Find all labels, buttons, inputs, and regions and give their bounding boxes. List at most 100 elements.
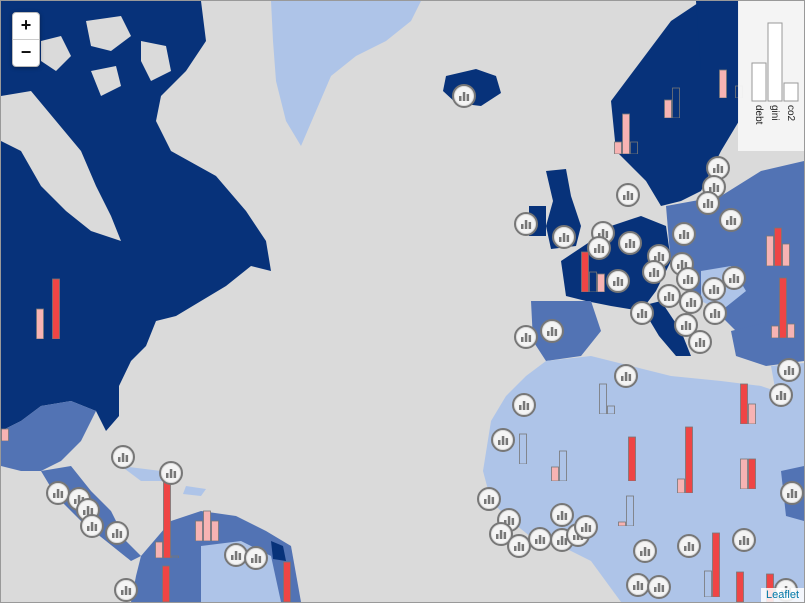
bar-chart-icon[interactable] xyxy=(46,481,70,505)
bar-gini xyxy=(774,227,782,266)
bar-gini xyxy=(559,450,567,481)
zoom-out-button[interactable]: − xyxy=(13,39,39,66)
bar-chart-icon[interactable] xyxy=(514,212,538,236)
legend-bar-co2 xyxy=(783,82,799,102)
bar-chart-icon[interactable] xyxy=(719,208,743,232)
bar-chart-icon[interactable] xyxy=(647,575,671,599)
bar-chart-icon[interactable] xyxy=(616,183,640,207)
bar-chart-icon[interactable] xyxy=(528,527,552,551)
country-bar-chart[interactable] xyxy=(195,461,221,541)
bar-chart-icon[interactable] xyxy=(657,284,681,308)
bar-gini xyxy=(162,565,170,602)
bar-gini xyxy=(519,433,527,464)
bar-chart-icon[interactable] xyxy=(696,191,720,215)
bar-chart-icon[interactable] xyxy=(688,330,712,354)
bar-debt xyxy=(155,541,163,558)
bar-co2 xyxy=(211,520,219,541)
bar-co2 xyxy=(597,273,605,292)
bar-gini xyxy=(599,383,607,414)
bar-chart-icon[interactable] xyxy=(552,225,576,249)
bar-chart-icon[interactable] xyxy=(769,383,793,407)
bar-gini xyxy=(626,495,634,526)
country-bar-chart[interactable] xyxy=(511,384,537,464)
bar-chart-icon[interactable] xyxy=(587,236,611,260)
bar-chart-icon[interactable] xyxy=(618,231,642,255)
bar-chart-icon[interactable] xyxy=(507,534,531,558)
bar-chart-icon[interactable] xyxy=(111,445,135,469)
bar-chart-icon[interactable] xyxy=(540,319,564,343)
bar-chart-icon[interactable] xyxy=(159,461,183,485)
country-bar-chart[interactable] xyxy=(614,74,640,154)
bar-co2 xyxy=(630,141,638,154)
bar-chart-icon[interactable] xyxy=(630,301,654,325)
bar-chart-icon[interactable] xyxy=(80,514,104,538)
country-bar-chart[interactable] xyxy=(551,401,577,481)
bar-gini xyxy=(712,532,720,597)
bar-chart-icon[interactable] xyxy=(722,266,746,290)
bar-gini xyxy=(779,277,787,338)
bar-chart-icon[interactable] xyxy=(676,267,700,291)
bar-chart-icon[interactable] xyxy=(606,269,630,293)
bar-debt xyxy=(614,141,622,154)
bar-chart-icon[interactable] xyxy=(780,481,804,505)
bar-debt xyxy=(704,570,712,597)
legend-label-co2: co2 xyxy=(785,105,796,122)
bar-co2 xyxy=(787,323,795,338)
bar-chart-icon[interactable] xyxy=(777,358,801,382)
bar-chart-icon[interactable] xyxy=(614,364,638,388)
country-bar-chart[interactable] xyxy=(677,413,703,493)
bar-gini xyxy=(685,426,693,493)
country-bar-chart[interactable] xyxy=(275,522,301,602)
country-bar-chart[interactable] xyxy=(36,259,62,339)
bar-chart-icon[interactable] xyxy=(514,325,538,349)
country-bar-chart[interactable] xyxy=(736,522,762,602)
bar-co2 xyxy=(782,243,790,266)
bar-chart-icon[interactable] xyxy=(491,428,515,452)
bar-chart-icon[interactable] xyxy=(672,222,696,246)
country-bar-chart[interactable] xyxy=(664,38,690,118)
bar-chart-icon[interactable] xyxy=(732,528,756,552)
country-bar-chart[interactable] xyxy=(591,334,617,414)
bar-chart-icon[interactable] xyxy=(633,539,657,563)
country-bar-chart[interactable] xyxy=(771,258,797,338)
attribution-link[interactable]: Leaflet xyxy=(760,588,804,602)
bar-debt xyxy=(771,325,779,338)
bar-chart-icon[interactable] xyxy=(677,534,701,558)
bar-debt xyxy=(551,466,559,481)
bar-debt xyxy=(1,428,9,441)
country-bar-chart[interactable] xyxy=(766,186,792,266)
bar-chart-icon[interactable] xyxy=(679,290,703,314)
bar-chart-icon[interactable] xyxy=(703,301,727,325)
bar-chart-icon[interactable] xyxy=(512,393,536,417)
legend-bar-gini xyxy=(767,22,783,102)
country-bar-chart[interactable] xyxy=(1,361,27,441)
country-bar-chart[interactable] xyxy=(618,446,644,526)
bar-chart-icon[interactable] xyxy=(452,84,476,108)
bar-chart-icon[interactable] xyxy=(244,546,268,570)
bar-co2 xyxy=(607,405,615,414)
bar-debt xyxy=(740,458,748,489)
bar-chart-icon[interactable] xyxy=(574,515,598,539)
bar-gini xyxy=(203,510,211,541)
country-bar-chart[interactable] xyxy=(581,212,607,292)
legend: debt gini co2 xyxy=(738,1,804,151)
country-bar-chart[interactable] xyxy=(740,344,766,424)
country-bar-chart[interactable] xyxy=(704,517,730,597)
bar-chart-icon[interactable] xyxy=(642,260,666,284)
country-bar-chart[interactable] xyxy=(740,409,766,489)
country-bar-chart[interactable] xyxy=(154,522,180,602)
country-bar-chart[interactable] xyxy=(628,401,654,481)
bar-chart-icon[interactable] xyxy=(550,503,574,527)
bar-debt xyxy=(740,383,748,424)
bar-gini xyxy=(672,87,680,118)
bar-chart-icon[interactable] xyxy=(114,578,138,602)
zoom-in-button[interactable]: + xyxy=(20,15,32,35)
bar-debt xyxy=(736,571,744,602)
bar-debt xyxy=(618,521,626,526)
bar-chart-icon[interactable] xyxy=(105,521,129,545)
bar-chart-icon[interactable] xyxy=(477,487,501,511)
bar-debt xyxy=(719,69,727,98)
bar-chart-icon[interactable] xyxy=(626,573,650,597)
bar-chart-icon[interactable] xyxy=(702,277,726,301)
